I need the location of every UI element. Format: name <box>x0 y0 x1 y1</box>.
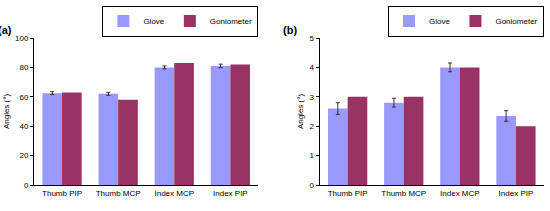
svg-text:Thumb MCP: Thumb MCP <box>96 189 141 198</box>
svg-text:0: 0 <box>24 181 29 190</box>
svg-text:100: 100 <box>15 34 29 43</box>
svg-text:Index PIP: Index PIP <box>499 189 534 198</box>
svg-text:(b): (b) <box>283 24 297 36</box>
svg-text:60: 60 <box>19 93 28 102</box>
svg-text:80: 80 <box>19 63 28 72</box>
svg-text:Angles (°): Angles (°) <box>2 94 11 130</box>
svg-text:2: 2 <box>310 122 315 131</box>
svg-text:Index PIP: Index PIP <box>213 189 248 198</box>
svg-text:Glove: Glove <box>143 17 164 26</box>
svg-text:Index MCP: Index MCP <box>154 189 194 198</box>
svg-text:Goniometer: Goniometer <box>495 17 537 26</box>
svg-text:Index MCP: Index MCP <box>440 189 480 198</box>
svg-text:Thumb PIP: Thumb PIP <box>328 189 368 198</box>
svg-text:4: 4 <box>310 63 315 72</box>
svg-text:20: 20 <box>19 151 28 160</box>
svg-text:Goniometer: Goniometer <box>210 17 252 26</box>
svg-text:Thumb PIP: Thumb PIP <box>42 189 82 198</box>
svg-text:0: 0 <box>310 181 315 190</box>
svg-text:5: 5 <box>310 34 315 43</box>
svg-text:3: 3 <box>310 93 315 102</box>
svg-text:40: 40 <box>19 122 28 131</box>
svg-text:Glove: Glove <box>429 17 450 26</box>
svg-text:1: 1 <box>310 151 315 160</box>
svg-text:Thumb MCP: Thumb MCP <box>381 189 426 198</box>
svg-text:(a): (a) <box>0 24 12 36</box>
svg-text:Angles (°): Angles (°) <box>296 94 305 130</box>
